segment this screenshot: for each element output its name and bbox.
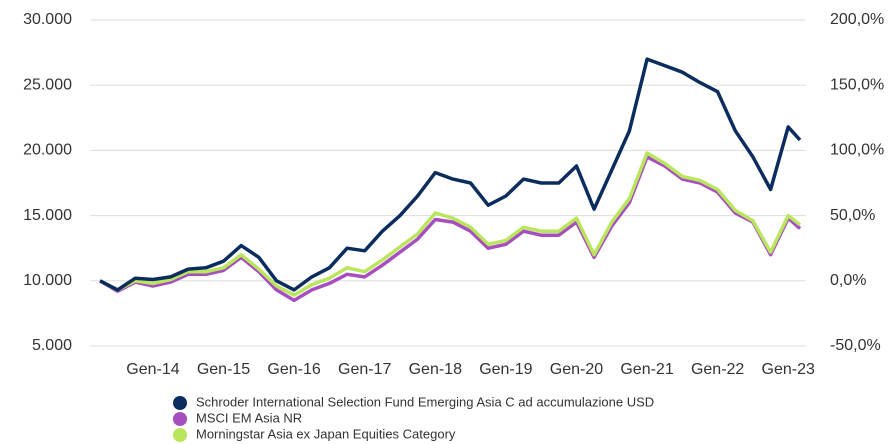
- x-tick-label: Gen-16: [267, 361, 320, 378]
- y-tick-label: 10.000: [23, 272, 72, 289]
- y2-tick-label: -50,0%: [830, 337, 881, 354]
- x-tick-label: Gen-14: [126, 361, 179, 378]
- x-tick-label: Gen-23: [762, 361, 815, 378]
- legend-label: MSCI EM Asia NR: [196, 410, 302, 425]
- y2-tick-label: 150,0%: [830, 76, 884, 93]
- x-tick-label: Gen-19: [479, 361, 532, 378]
- y-tick-label: 30.000: [23, 11, 72, 28]
- y-tick-label: 25.000: [23, 76, 72, 93]
- y2-tick-label: 50,0%: [830, 207, 875, 224]
- y-tick-label: 5.000: [32, 337, 72, 354]
- x-tick-label: Gen-18: [409, 361, 462, 378]
- legend-marker: [173, 396, 187, 410]
- legend-marker: [173, 412, 187, 426]
- x-tick-label: Gen-22: [691, 361, 744, 378]
- y2-tick-label: 100,0%: [830, 142, 884, 159]
- series-line: [99, 151, 802, 297]
- y2-tick-label: 200,0%: [830, 11, 884, 28]
- series-line: [99, 155, 802, 303]
- x-tick-label: Gen-21: [620, 361, 673, 378]
- legend-label: Morningstar Asia ex Japan Equities Categ…: [196, 426, 456, 441]
- legend-marker: [173, 428, 187, 442]
- x-tick-label: Gen-15: [197, 361, 250, 378]
- series-line: [99, 57, 802, 292]
- x-tick-label: Gen-20: [550, 361, 603, 378]
- y-tick-label: 15.000: [23, 207, 72, 224]
- legend-label: Schroder International Selection Fund Em…: [196, 394, 654, 409]
- y-tick-label: 20.000: [23, 142, 72, 159]
- x-tick-label: Gen-17: [338, 361, 391, 378]
- y2-tick-label: 0,0%: [830, 272, 866, 289]
